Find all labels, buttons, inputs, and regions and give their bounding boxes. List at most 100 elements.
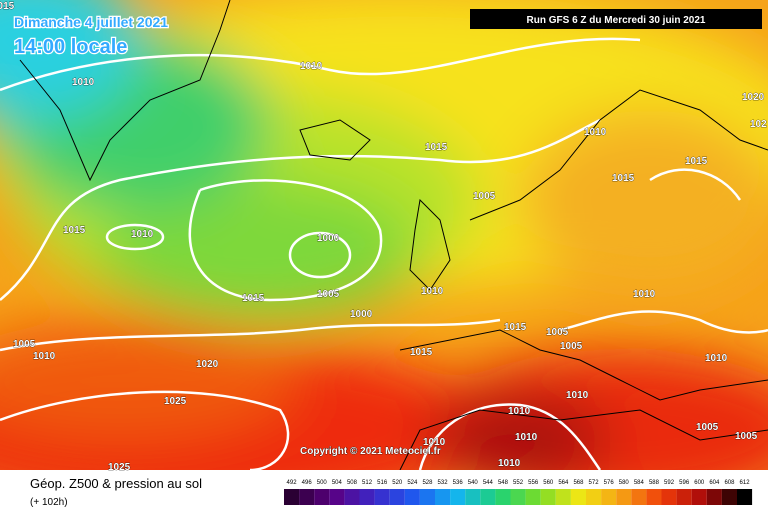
isobar-label: 1010 xyxy=(508,406,531,417)
isobar-label: 1005 xyxy=(13,339,36,350)
isobar-label: 1010 xyxy=(515,432,538,443)
isobar-label: 1010 xyxy=(498,458,521,469)
scale-swatch xyxy=(329,489,345,505)
scale-swatch xyxy=(404,489,420,505)
isobar-label: 1010 xyxy=(566,390,589,401)
scale-swatch xyxy=(540,489,556,505)
isobar-label: 1025 xyxy=(164,396,187,407)
scale-label: 576 xyxy=(604,480,615,486)
scale-label: 512 xyxy=(362,480,373,486)
forecast-date: Dimanche 4 juillet 2021 xyxy=(14,14,168,30)
scale-label: 604 xyxy=(709,480,720,486)
isobar-label: 1020 xyxy=(196,359,219,370)
footer-title: Géop. Z500 & pression au sol xyxy=(30,476,202,491)
isobar-label: 1010 xyxy=(300,61,323,72)
isobar-label: 1005 xyxy=(696,422,719,433)
scale-swatch xyxy=(450,489,466,505)
scale-label: 612 xyxy=(740,480,751,486)
isobar-label: 1000 xyxy=(317,233,340,244)
isobar-label: 1010 xyxy=(421,286,444,297)
scale-swatch xyxy=(495,489,511,505)
scale-swatch xyxy=(374,489,390,505)
scale-label: 528 xyxy=(422,480,433,486)
scale-swatch xyxy=(465,489,481,505)
isobar-label: 1015 xyxy=(0,1,15,12)
scale-label: 524 xyxy=(407,480,418,486)
scale-swatch xyxy=(284,489,300,505)
scale-label: 508 xyxy=(347,480,358,486)
isobar-label: 1010 xyxy=(131,229,154,240)
forecast-time: 14:00 locale xyxy=(14,36,127,58)
scale-swatch xyxy=(676,489,692,505)
scale-swatch xyxy=(525,489,541,505)
isobar-label: 1010 xyxy=(33,351,56,362)
isobar-label: 102 xyxy=(750,119,767,130)
scale-label: 548 xyxy=(498,480,509,486)
scale-swatch xyxy=(616,489,632,505)
isobar-label: 1015 xyxy=(410,347,433,358)
isobar-label: 1010 xyxy=(423,437,446,448)
isobar-label: 1015 xyxy=(612,173,635,184)
scale-label: 504 xyxy=(332,480,343,486)
scale-label: 572 xyxy=(589,480,600,486)
scale-label: 564 xyxy=(558,480,569,486)
coastlines xyxy=(19,0,768,470)
scale-label: 540 xyxy=(468,480,479,486)
scale-label: 492 xyxy=(287,480,298,486)
scale-swatch xyxy=(586,489,602,505)
scale-swatch xyxy=(344,489,360,505)
scale-swatch xyxy=(314,489,330,505)
isobars xyxy=(0,37,768,470)
scale-swatch xyxy=(646,489,662,505)
isobar-label: 1010 xyxy=(584,127,607,138)
isobar-label: 1020 xyxy=(742,92,765,103)
run-banner xyxy=(470,9,762,29)
scale-swatch xyxy=(737,489,753,505)
scale-swatch xyxy=(555,489,571,505)
scale-swatch xyxy=(631,489,647,505)
scale-label: 516 xyxy=(377,480,388,486)
scale-label: 592 xyxy=(664,480,675,486)
scale-swatch xyxy=(706,489,722,505)
isobar-label: 1025 xyxy=(108,462,131,473)
isobar-label: 1005 xyxy=(473,191,496,202)
scale-label: 532 xyxy=(438,480,449,486)
scale-swatch xyxy=(435,489,451,505)
isobar-label: 1010 xyxy=(633,289,656,300)
scale-label: 536 xyxy=(453,480,464,486)
scale-label: 596 xyxy=(679,480,690,486)
scale-label: 520 xyxy=(392,480,403,486)
isobar-label: 1010 xyxy=(72,77,95,88)
isobar-label: 1010 xyxy=(705,353,728,364)
scale-label: 600 xyxy=(694,480,705,486)
scale-label: 580 xyxy=(619,480,630,486)
isobar-label: 1005 xyxy=(546,327,569,338)
scale-swatch xyxy=(299,489,315,505)
isobar-label: 1005 xyxy=(735,431,758,442)
scale-swatch xyxy=(721,489,737,505)
scale-label: 588 xyxy=(649,480,660,486)
scale-label: 568 xyxy=(573,480,584,486)
scale-label: 496 xyxy=(302,480,313,486)
scale-label: 544 xyxy=(483,480,494,486)
scale-swatch xyxy=(691,489,707,505)
run-info: Run GFS 6 Z du Mercredi 30 juin 2021 xyxy=(527,15,706,26)
scale-swatch xyxy=(661,489,677,505)
scale-swatch xyxy=(359,489,375,505)
isobar-label: 1000 xyxy=(350,309,373,320)
copyright: Copyright © 2021 Meteociel.fr xyxy=(300,446,441,457)
scale-label: 556 xyxy=(528,480,539,486)
scale-swatch xyxy=(570,489,586,505)
isobar-label: 1015 xyxy=(242,293,265,304)
scale-swatch xyxy=(510,489,526,505)
footer-lead: (+ 102h) xyxy=(30,497,68,508)
scale-label: 560 xyxy=(543,480,554,486)
scale-label: 584 xyxy=(634,480,645,486)
isobar-label: 1015 xyxy=(504,322,527,333)
isobar-label: 1015 xyxy=(425,142,448,153)
isobar-label: 1015 xyxy=(685,156,708,167)
scale-label: 552 xyxy=(513,480,524,486)
scale-swatch xyxy=(601,489,617,505)
scale-swatch xyxy=(480,489,496,505)
